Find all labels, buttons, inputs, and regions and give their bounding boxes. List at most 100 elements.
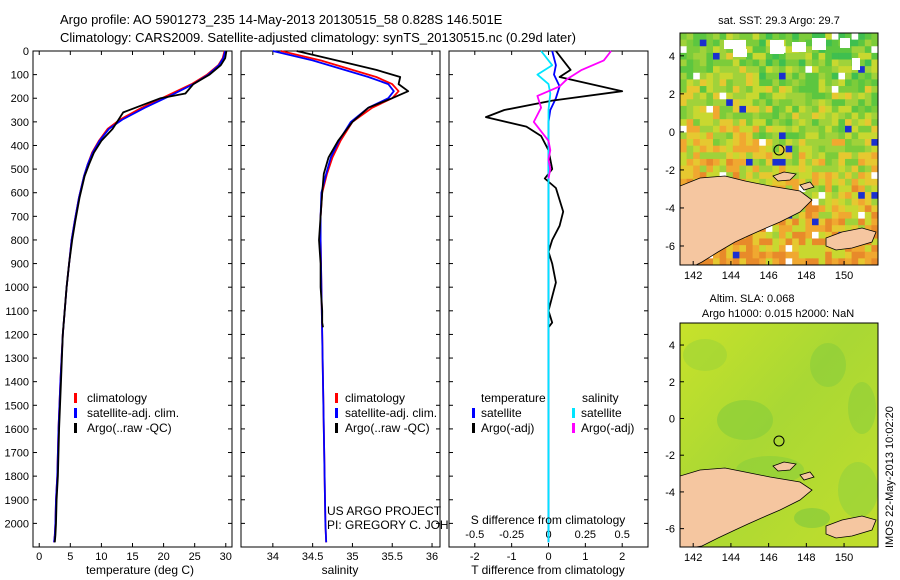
sst-cell <box>805 39 813 47</box>
sst-cell <box>765 66 773 74</box>
temperature-xlabel: temperature (deg C) <box>86 563 194 577</box>
sst-cell <box>812 139 820 147</box>
sst-cell <box>779 218 787 226</box>
sst-cell <box>818 218 826 226</box>
sst-cell <box>765 105 773 114</box>
sst-cell <box>726 72 734 80</box>
sst-cell <box>686 66 694 74</box>
sst-cell <box>831 218 839 226</box>
x-tick-label: 5 <box>67 551 73 563</box>
sst-cell <box>772 165 780 173</box>
sst-cell <box>732 99 740 107</box>
sst-cell <box>805 132 813 140</box>
sst-map: sat. SST: 29.3 Argo: 29.7 142 144 146 148 15… <box>665 15 879 282</box>
sla-land <box>680 461 877 547</box>
sst-cell <box>864 66 872 74</box>
sst-cell <box>792 152 800 160</box>
sst-cell <box>785 33 793 41</box>
sst-cell <box>825 72 833 80</box>
sst-cell <box>785 258 793 265</box>
sst-cell <box>825 231 833 239</box>
sst-cell <box>805 79 813 87</box>
sst-cell <box>825 245 833 253</box>
sst-cell <box>779 52 787 61</box>
sst-cell <box>864 112 872 120</box>
x-tick-label: -1 <box>507 551 517 563</box>
sst-cell <box>858 185 866 193</box>
x-tick-label: 35.5 <box>382 551 403 563</box>
small-island <box>799 471 815 481</box>
sst-cell <box>818 172 826 180</box>
sst-cell <box>851 192 859 200</box>
project-credit: US ARGO PROJECT <box>327 504 442 518</box>
sst-cell <box>713 119 721 127</box>
sst-cell <box>726 112 734 120</box>
sst-cell <box>812 158 820 167</box>
sst-cell <box>838 205 846 213</box>
sst-cell <box>818 66 826 74</box>
sst-cell <box>864 52 872 61</box>
depth-tick-label: 1800 <box>5 471 29 483</box>
sst-cell <box>713 59 721 67</box>
sst-cell <box>838 145 846 153</box>
sst-cell <box>719 46 727 54</box>
sst-cell <box>858 119 866 127</box>
sst-land <box>680 171 877 265</box>
sst-cell <box>732 112 740 120</box>
sst-cell <box>719 125 727 133</box>
sst-cell <box>746 238 754 246</box>
sst-cell <box>851 119 859 127</box>
sst-cell <box>812 205 820 213</box>
sst-cell <box>779 92 787 100</box>
sst-cell <box>864 225 872 233</box>
sst-cell <box>680 66 688 74</box>
sst-cell <box>693 139 701 147</box>
sst-cell <box>726 119 734 127</box>
sst-cell <box>838 79 846 87</box>
sst-cell <box>858 66 866 74</box>
sst-cell <box>779 251 787 259</box>
sst-cell <box>798 218 806 226</box>
sst-cell <box>831 33 839 41</box>
sst-cell <box>838 66 846 74</box>
sst-cell <box>871 72 878 80</box>
sst-cell <box>746 245 754 253</box>
salinity-x-axis: 34 34.5 35 35.5 36 <box>267 51 438 563</box>
sst-cell <box>746 112 754 120</box>
sst-cell <box>693 119 701 127</box>
sst-cell <box>838 59 846 67</box>
sst-cell <box>858 99 866 107</box>
sst-cell <box>845 72 853 80</box>
sst-cell <box>805 245 813 253</box>
sst-cell <box>825 66 833 74</box>
sst-cell <box>871 46 878 54</box>
sst-cell <box>739 145 747 153</box>
sst-cell <box>858 46 866 54</box>
sst-cell <box>686 99 694 107</box>
sst-cell <box>693 145 701 153</box>
sst-cell <box>858 172 866 180</box>
sst-cell <box>871 198 878 206</box>
sst-cell <box>864 198 872 206</box>
sst-cell <box>785 231 793 239</box>
sst-cell <box>706 139 714 147</box>
sst-cell <box>746 79 754 87</box>
sst-cell <box>851 152 859 160</box>
sst-cell <box>699 99 707 107</box>
sst-cell <box>752 172 760 180</box>
sst-cell <box>831 79 839 87</box>
sst-cell <box>851 112 859 120</box>
sst-cell <box>759 72 767 80</box>
sst-cell <box>805 185 813 193</box>
sst-cell <box>871 52 878 61</box>
sst-cell <box>845 105 853 114</box>
sst-map-frame <box>679 32 879 266</box>
sst-cell <box>825 165 833 173</box>
sst-cell <box>706 145 714 153</box>
sst-cell <box>798 238 806 246</box>
sst-cell <box>851 218 859 226</box>
sst-cell <box>798 125 806 133</box>
manus-island <box>772 461 797 472</box>
sst-cell <box>805 86 813 94</box>
sst-cell <box>752 258 760 265</box>
